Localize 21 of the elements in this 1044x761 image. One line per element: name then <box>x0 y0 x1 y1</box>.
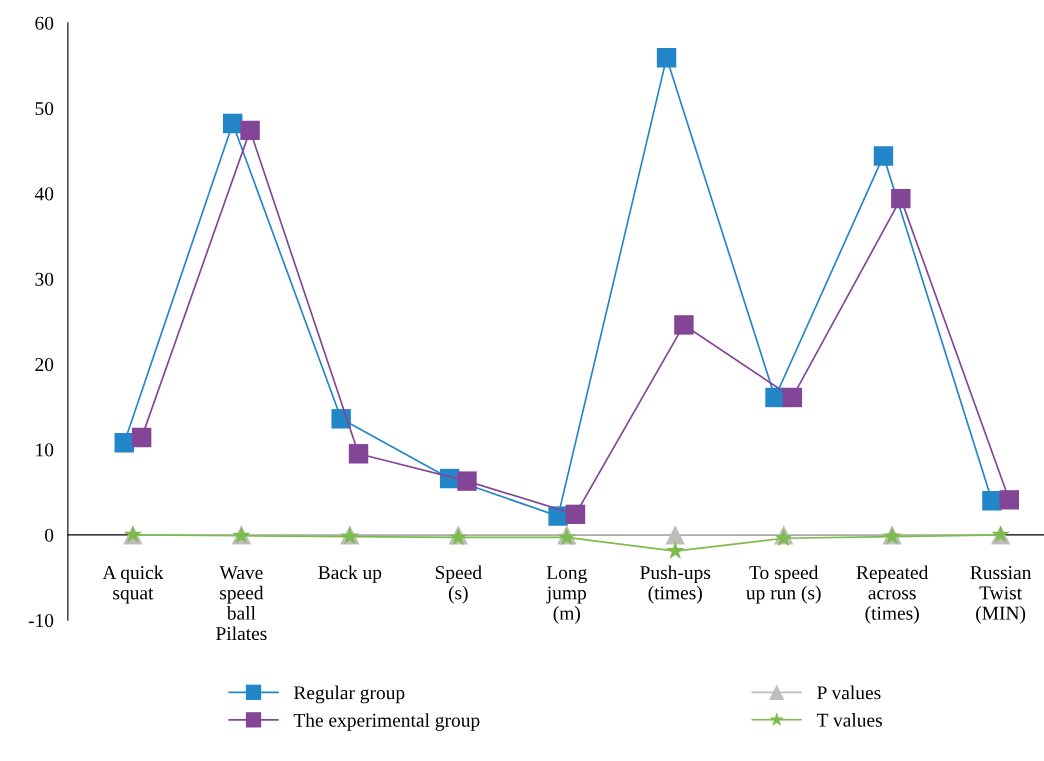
x-tick-label: Repeated across (times) <box>856 565 929 624</box>
y-tick-label: 60 <box>35 16 54 30</box>
y-tick-label: 10 <box>36 443 54 457</box>
x-tick-label: Speed (s) <box>435 565 482 604</box>
y-tick-label: -10 <box>28 614 54 628</box>
y-tick-label: 40 <box>34 187 54 201</box>
x-tick-label: Push-ups (times) <box>640 565 711 604</box>
x-tick-label: A quick squat <box>102 565 164 604</box>
legend-label: T values <box>816 713 882 727</box>
legend-label: P values <box>817 685 881 700</box>
y-tick-label: 50 <box>35 101 54 116</box>
x-tick-label: To speed up run (s) <box>746 565 821 604</box>
y-tick-label: 0 <box>44 528 54 542</box>
x-tick-label: Russian Twist (MIN) <box>970 566 1032 624</box>
legend-label: Regular group <box>293 685 405 704</box>
y-tick-label: 20 <box>35 358 54 372</box>
legend-label: The experimental group <box>293 713 480 731</box>
x-tick-label: Back up <box>318 565 382 584</box>
x-tick-label: Long jump (m) <box>546 566 587 624</box>
y-tick-label: 30 <box>35 272 54 286</box>
x-tick-label: Wave speed ball Pilates <box>216 566 267 641</box>
